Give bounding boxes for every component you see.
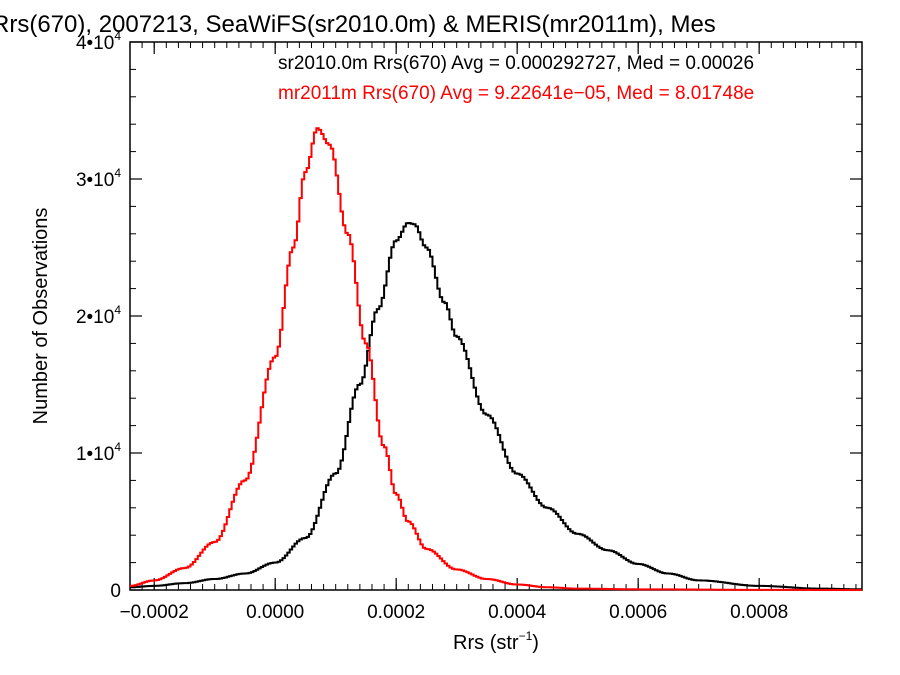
chart-title: Rrs(670), 2007213, SeaWiFS(sr2010.0m) & … [0, 11, 716, 38]
y-tick-label: 0 [110, 581, 121, 602]
y-tick-label-base: 4•10 [76, 33, 114, 54]
x-tick-label: 0.0006 [609, 602, 667, 623]
x-axis-label: Rrs (str−1) [453, 629, 539, 654]
plot-frame [129, 41, 863, 591]
y-tick-label: 2•104 [76, 303, 121, 328]
x-axis-label-end: ) [532, 632, 539, 654]
x-axis-label-main: Rrs (str [453, 632, 519, 654]
y-tick-label-base: 0 [110, 581, 121, 602]
y-tick-label: 4•104 [76, 29, 121, 54]
axis-ticks: −0.0002 0.0000 0.0002 0.0004 0.0006 0.0008 0 1•… [76, 29, 862, 623]
x-tick-label: 0.0000 [246, 602, 304, 623]
y-tick-label-exp: 4 [114, 303, 121, 317]
annotation-sr2010: sr2010.0m Rrs(670) Avg = 0.000292727, Me… [278, 53, 754, 74]
y-tick-label-exp: 4 [114, 29, 121, 43]
annotation-mr2011: mr2011m Rrs(670) Avg = 9.22641e−05, Med … [278, 83, 754, 104]
x-tick-label: 0.0008 [730, 602, 788, 623]
x-tick-label: 0.0002 [367, 602, 425, 623]
y-tick-label-exp: 4 [114, 166, 121, 180]
y-tick-label: 1•104 [76, 440, 121, 465]
y-tick-label-base: 2•10 [76, 307, 114, 328]
series-line-mr2011m [130, 127, 862, 591]
x-tick-label: 0.0004 [488, 602, 547, 623]
y-axis-label: Number of Observations [30, 208, 52, 425]
series-layer [130, 127, 862, 591]
series-line-sr2010-0m [130, 221, 862, 591]
x-axis-label-sup: −1 [519, 629, 533, 643]
y-tick-label-base: 1•10 [76, 444, 114, 465]
y-tick-label-base: 3•10 [76, 170, 114, 191]
x-tick-label: −0.0002 [120, 602, 189, 623]
y-tick-label: 3•104 [76, 166, 121, 191]
y-tick-label-exp: 4 [114, 440, 121, 454]
